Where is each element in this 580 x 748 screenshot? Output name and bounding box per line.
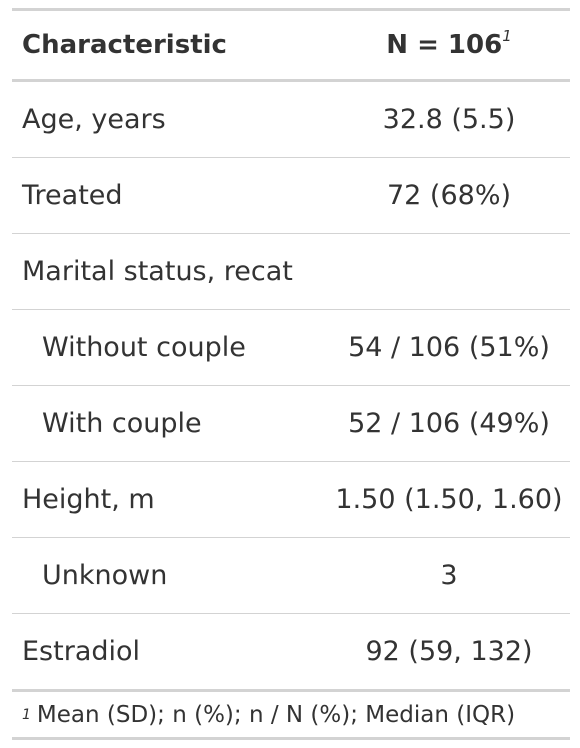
header-characteristic: Characteristic xyxy=(12,10,328,81)
header-n: N = 1061 xyxy=(328,10,570,81)
row-label: Without couple xyxy=(42,332,246,363)
row-value: 32.8 (5.5) xyxy=(382,104,516,135)
table-row-estradiol: Estradiol 92 (59, 132) xyxy=(12,614,570,691)
footnote-text: Mean (SD); n (%); n / N (%); Median (IQR… xyxy=(36,701,516,728)
row-label: Height, m xyxy=(22,484,155,515)
header-characteristic-label: Characteristic xyxy=(22,30,227,60)
row-value: 72 (68%) xyxy=(386,180,512,211)
table-row-with-couple: With couple 52 / 106 (49%) xyxy=(12,386,570,462)
row-value: 3 xyxy=(440,560,458,591)
row-value: 1.50 (1.50, 1.60) xyxy=(335,484,563,515)
table-row-without-couple: Without couple 54 / 106 (51%) xyxy=(12,310,570,386)
table-row-height: Height, m 1.50 (1.50, 1.60) xyxy=(12,462,570,538)
summary-table: Characteristic N = 1061 Age, years 32.8 … xyxy=(12,8,570,692)
row-label: Age, years xyxy=(22,104,166,135)
header-footnote-marker: 1 xyxy=(502,27,512,45)
summary-table-container: Characteristic N = 1061 Age, years 32.8 … xyxy=(12,8,570,740)
row-value: 92 (59, 132) xyxy=(365,636,533,667)
table-row-treated: Treated 72 (68%) xyxy=(12,158,570,234)
table-row-marital-status: Marital status, recat xyxy=(12,234,570,310)
header-n-label: N = 106 xyxy=(386,30,503,60)
table-row-unknown: Unknown 3 xyxy=(12,538,570,614)
row-value: 54 / 106 (51%) xyxy=(348,332,550,363)
row-label: Estradiol xyxy=(22,636,141,667)
table-header-row: Characteristic N = 1061 xyxy=(12,9,570,81)
row-label: With couple xyxy=(42,408,202,439)
row-label: Marital status, recat xyxy=(22,256,293,287)
row-label: Treated xyxy=(22,180,123,211)
table-footnote: 1 Mean (SD); n (%); n / N (%); Median (IQ… xyxy=(12,692,570,740)
row-value: 52 / 106 (49%) xyxy=(348,408,550,439)
table-row-age: Age, years 32.8 (5.5) xyxy=(12,81,570,158)
row-label: Unknown xyxy=(42,560,168,591)
row-value xyxy=(328,234,570,310)
